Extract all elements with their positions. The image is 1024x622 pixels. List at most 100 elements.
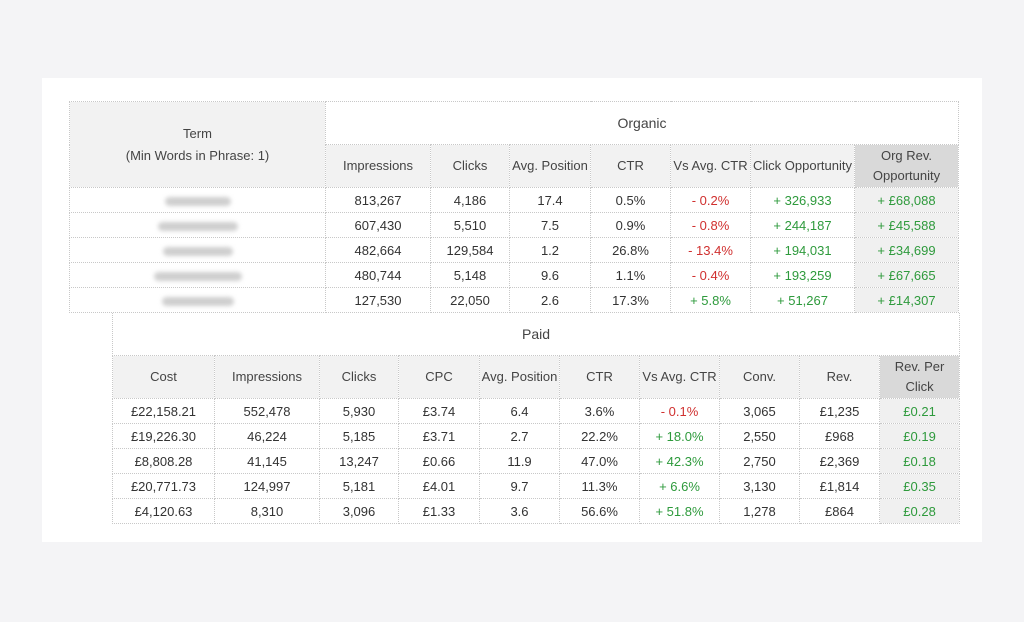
- avg-position-cell: 9.6: [509, 262, 591, 288]
- impressions-cell: 124,997: [214, 473, 320, 499]
- avg-position-cell: 7.5: [509, 212, 591, 238]
- vs-avg-ctr-cell: - 0.4%: [670, 262, 751, 288]
- paid-table: Paid Cost Impressions Clicks CPC Avg. Po…: [111, 313, 961, 524]
- paid-col-rev: Rev.: [799, 355, 880, 399]
- paid-table-row: £22,158.21 552,478 5,930 £3.74 6.4 3.6% - 0.1%…: [112, 398, 961, 424]
- redacted-term: [162, 246, 233, 256]
- clicks-cell: 5,181: [319, 473, 399, 499]
- avg-position-cell: 9.7: [479, 473, 560, 499]
- rev-per-click-cell: £0.28: [878, 498, 961, 524]
- conv-cell: 1,278: [719, 498, 800, 524]
- clicks-cell: 5,510: [430, 212, 510, 238]
- clicks-cell: 22,050: [430, 287, 510, 313]
- organic-table-row: 127,530 22,050 2.6 17.3% + 5.8% + 51,267 + £14…: [69, 287, 960, 313]
- impressions-cell: 607,430: [325, 212, 431, 238]
- conv-cell: 2,550: [719, 423, 800, 449]
- paid-col-avg-position: Avg. Position: [479, 355, 560, 399]
- paid-col-rev-per-click: Rev. Per Click: [878, 355, 961, 399]
- term-header-title: Term: [183, 125, 212, 141]
- clicks-cell: 4,186: [430, 187, 510, 213]
- click-opportunity-cell: + 326,933: [750, 187, 855, 213]
- conv-cell: 2,750: [719, 448, 800, 474]
- vs-avg-ctr-cell: - 13.4%: [670, 237, 751, 263]
- paid-col-cost: Cost: [112, 355, 215, 399]
- term-header: Term (Min Words in Phrase: 1): [69, 101, 326, 188]
- rev-per-click-cell: £0.21: [878, 398, 961, 424]
- organic-table: Term (Min Words in Phrase: 1) Organic Im…: [69, 101, 960, 313]
- term-header-subtitle: (Min Words in Phrase: 1): [125, 147, 270, 163]
- term-cell: [69, 212, 326, 238]
- paid-col-clicks: Clicks: [319, 355, 399, 399]
- vs-avg-ctr-cell: - 0.2%: [670, 187, 751, 213]
- cpc-cell: £4.01: [398, 473, 480, 499]
- paid-table-row: £20,771.73 124,997 5,181 £4.01 9.7 11.3% + 6.6…: [112, 473, 961, 499]
- term-cell: [69, 287, 326, 313]
- organic-col-impressions: Impressions: [325, 144, 431, 188]
- rev-cell: £2,369: [799, 448, 880, 474]
- cpc-cell: £0.66: [398, 448, 480, 474]
- organic-col-ctr: CTR: [590, 144, 671, 188]
- term-cell: [69, 237, 326, 263]
- paid-col-cpc: CPC: [398, 355, 480, 399]
- organic-table-row: 482,664 129,584 1.2 26.8% - 13.4% + 194,031 + …: [69, 237, 960, 263]
- organic-col-clicks: Clicks: [430, 144, 510, 188]
- click-opportunity-cell: + 244,187: [750, 212, 855, 238]
- impressions-cell: 41,145: [214, 448, 320, 474]
- organic-col-avg-position: Avg. Position: [509, 144, 591, 188]
- clicks-cell: 13,247: [319, 448, 399, 474]
- avg-position-cell: 2.7: [479, 423, 560, 449]
- vs-avg-ctr-cell: + 18.0%: [639, 423, 720, 449]
- rev-cell: £968: [799, 423, 880, 449]
- paid-group-header: Paid: [111, 313, 961, 356]
- org-rev-opportunity-cell: + £14,307: [853, 287, 960, 313]
- paid-col-conv: Conv.: [719, 355, 800, 399]
- clicks-cell: 5,185: [319, 423, 399, 449]
- rev-cell: £1,235: [799, 398, 880, 424]
- ctr-cell: 26.8%: [590, 237, 671, 263]
- redacted-term: [161, 296, 234, 306]
- term-cell: [69, 262, 326, 288]
- organic-table-row: 607,430 5,510 7.5 0.9% - 0.8% + 244,187 + £45,…: [69, 212, 960, 238]
- vs-avg-ctr-cell: + 6.6%: [639, 473, 720, 499]
- paid-table-row: £4,120.63 8,310 3,096 £1.33 3.6 56.6% + 51.8% 1…: [112, 498, 961, 524]
- cost-cell: £19,226.30: [112, 423, 215, 449]
- paid-col-ctr: CTR: [559, 355, 640, 399]
- term-cell: [69, 187, 326, 213]
- conv-cell: 3,130: [719, 473, 800, 499]
- paid-col-impressions: Impressions: [214, 355, 320, 399]
- avg-position-cell: 11.9: [479, 448, 560, 474]
- impressions-cell: 127,530: [325, 287, 431, 313]
- redacted-term: [153, 271, 242, 281]
- impressions-cell: 552,478: [214, 398, 320, 424]
- rev-per-click-cell: £0.18: [878, 448, 961, 474]
- rev-per-click-cell: £0.19: [878, 423, 961, 449]
- organic-table-row: 480,744 5,148 9.6 1.1% - 0.4% + 193,259 + £67,…: [69, 262, 960, 288]
- paid-table-row: £19,226.30 46,224 5,185 £3.71 2.7 22.2% + 18.0…: [112, 423, 961, 449]
- vs-avg-ctr-cell: - 0.8%: [670, 212, 751, 238]
- org-rev-opportunity-cell: + £45,588: [853, 212, 960, 238]
- org-rev-opportunity-cell: + £67,665: [853, 262, 960, 288]
- impressions-cell: 480,744: [325, 262, 431, 288]
- impressions-cell: 8,310: [214, 498, 320, 524]
- cpc-cell: £3.74: [398, 398, 480, 424]
- impressions-cell: 482,664: [325, 237, 431, 263]
- redacted-term: [164, 196, 231, 206]
- organic-group-header: Organic: [324, 101, 960, 145]
- impressions-cell: 813,267: [325, 187, 431, 213]
- org-rev-opportunity-cell: + £34,699: [853, 237, 960, 263]
- ctr-cell: 56.6%: [559, 498, 640, 524]
- cost-cell: £8,808.28: [112, 448, 215, 474]
- avg-position-cell: 3.6: [479, 498, 560, 524]
- ctr-cell: 47.0%: [559, 448, 640, 474]
- click-opportunity-cell: + 193,259: [750, 262, 855, 288]
- clicks-cell: 5,930: [319, 398, 399, 424]
- ctr-cell: 17.3%: [590, 287, 671, 313]
- organic-col-org-rev-opportunity: Org Rev. Opportunity: [853, 144, 960, 188]
- cost-cell: £4,120.63: [112, 498, 215, 524]
- ctr-cell: 1.1%: [590, 262, 671, 288]
- vs-avg-ctr-cell: + 5.8%: [670, 287, 751, 313]
- avg-position-cell: 1.2: [509, 237, 591, 263]
- vs-avg-ctr-cell: + 42.3%: [639, 448, 720, 474]
- avg-position-cell: 2.6: [509, 287, 591, 313]
- vs-avg-ctr-cell: - 0.1%: [639, 398, 720, 424]
